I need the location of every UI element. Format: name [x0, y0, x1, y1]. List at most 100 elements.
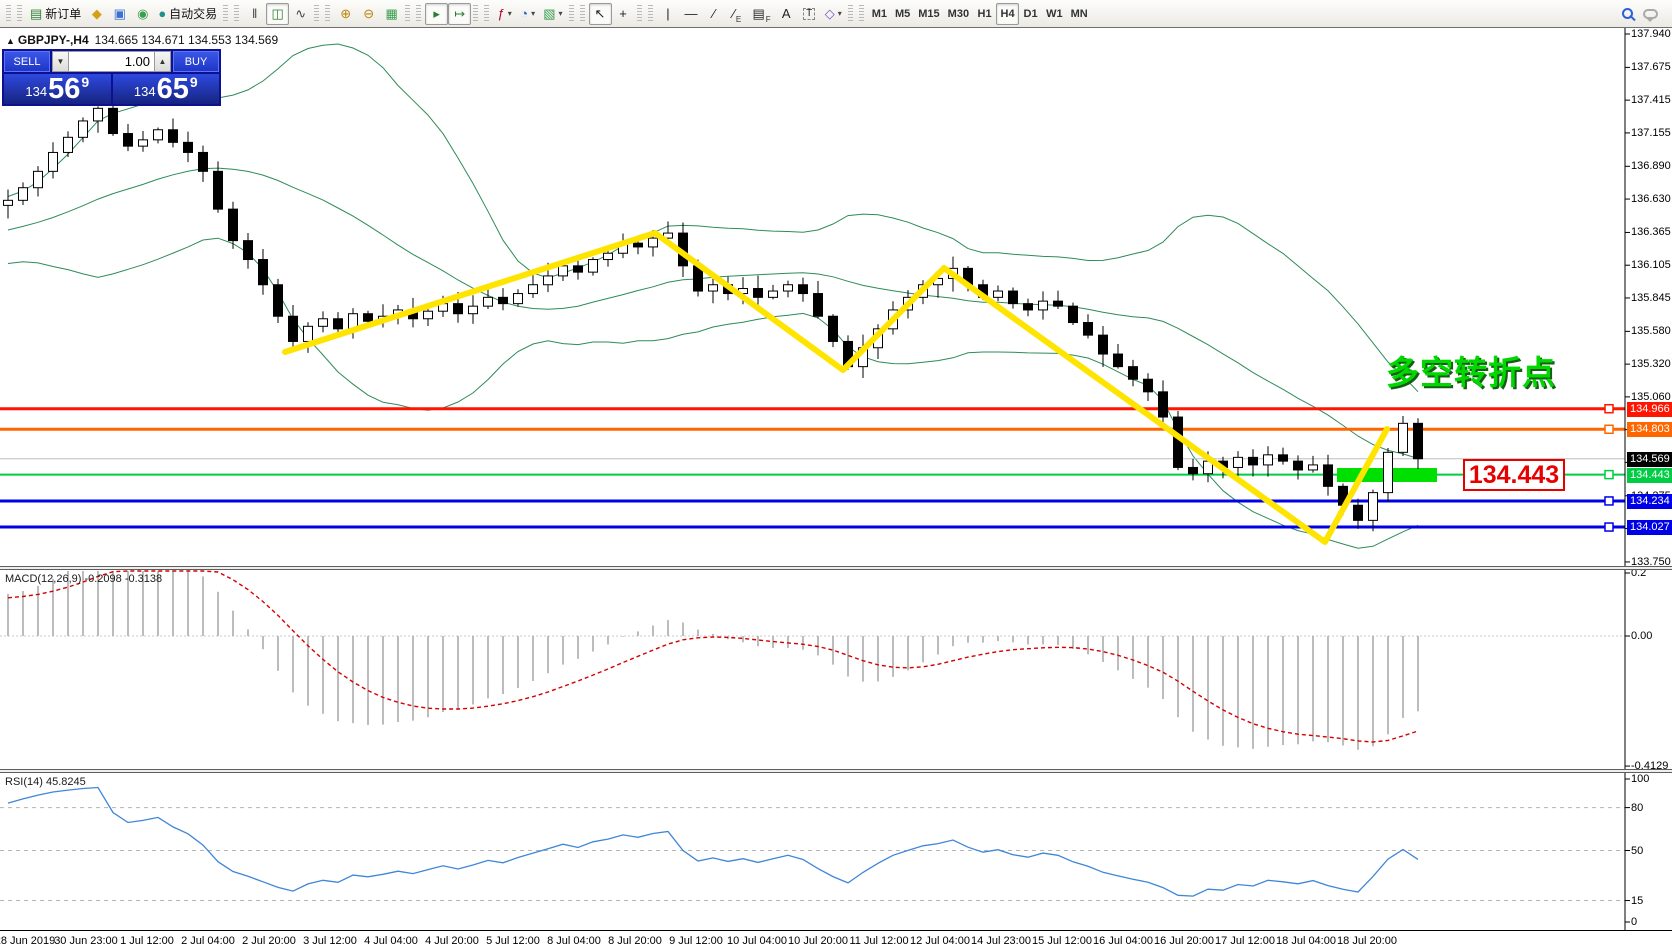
chart-shift-button[interactable]: ↦: [448, 2, 472, 25]
buy-button[interactable]: BUY: [173, 51, 219, 72]
toolbar-grip: [223, 4, 229, 23]
crosshair-button[interactable]: +: [612, 3, 635, 25]
ohlc-values: 134.665 134.671 134.553 134.569: [94, 33, 279, 47]
tf-w1-label: W1: [1046, 7, 1063, 20]
search-icon[interactable]: [1622, 8, 1633, 19]
tf-mn[interactable]: MN: [1067, 3, 1092, 25]
channel-button[interactable]: ∕ E: [726, 3, 749, 25]
text-button[interactable]: A: [775, 3, 798, 25]
sell-button[interactable]: SELL: [4, 51, 50, 72]
rsi-label: RSI(14) 45.8245: [5, 776, 86, 788]
macd-axis-tick: 0.2: [1631, 567, 1647, 579]
price-axis-tick: 137.940: [1631, 28, 1671, 40]
lot-down-button[interactable]: ▼: [52, 51, 69, 72]
fibonacci-button[interactable]: ▤ F: [749, 3, 775, 25]
sell-price-big-figure: 134: [25, 84, 48, 99]
ohlc-toggle-icon[interactable]: ▲: [6, 36, 15, 46]
time-axis[interactable]: 28 Jun 2019 30 Jun 23:00 1 Jul 12:00 2 Jul …: [0, 930, 1672, 951]
pane-splitter-rsi[interactable]: [0, 769, 1672, 773]
sell-price-point: 9: [81, 74, 90, 90]
horizontal-line-button[interactable]: —: [680, 3, 703, 25]
time-axis-label: 30 Jun 23:00: [54, 935, 118, 947]
gallery-button[interactable]: ◆: [85, 3, 108, 25]
price-label-134.027: 134.027: [1627, 520, 1672, 536]
auto-scroll-button[interactable]: ▸: [425, 2, 449, 25]
rsi-axis-tick: 80: [1631, 801, 1644, 814]
macd-label: MACD(12,26,9) -0.2098 -0.3138: [5, 573, 163, 585]
time-axis-label: 16 Jul 04:00: [1093, 935, 1153, 947]
line-chart-icon: ∿: [295, 6, 307, 21]
sell-price[interactable]: 134 56 9: [4, 74, 111, 104]
toolbar-grip: [6, 4, 11, 23]
label-button[interactable]: T: [798, 3, 821, 25]
ohlc-bars-button[interactable]: ‖: [243, 3, 266, 25]
tf-h4-label: H4: [1000, 7, 1015, 20]
auto-trading-button-label: 自动交易: [169, 7, 218, 21]
price-axis-tick: 137.415: [1631, 94, 1671, 107]
toolbar-group-scroll: ▸ ↦: [425, 0, 472, 27]
dropdown-caret-icon[interactable]: ▾: [531, 9, 536, 18]
new-order-button-label: 新订单: [45, 7, 82, 21]
macd-signal-line: [7, 570, 1419, 743]
trendline-button[interactable]: ∕: [703, 3, 726, 25]
price-axis-tick: 135.845: [1631, 291, 1671, 304]
buy-price[interactable]: 134 65 9: [112, 74, 219, 104]
tf-d1-label: D1: [1023, 7, 1038, 20]
tf-m15[interactable]: M15: [914, 3, 943, 25]
price-axis-tick: 136.105: [1631, 259, 1671, 272]
tf-d1[interactable]: D1: [1019, 3, 1042, 25]
channel-icon: ∕: [732, 6, 735, 21]
auto-trading-icon: ●: [158, 6, 167, 21]
dropdown-caret-icon[interactable]: ▾: [837, 9, 842, 18]
tile-windows-button[interactable]: ▦: [380, 3, 403, 25]
profiles-button[interactable]: ▣: [108, 3, 131, 25]
zoom-out-button[interactable]: ⊖: [357, 3, 380, 25]
price-axis-tick: 136.630: [1631, 193, 1671, 206]
crosshair-icon: +: [619, 6, 627, 21]
lot-size-input[interactable]: [69, 51, 154, 72]
tile-windows-icon: ▦: [385, 6, 398, 21]
cursor-button[interactable]: ↖: [588, 2, 612, 25]
toolbar-grip: [636, 4, 642, 23]
tf-m30[interactable]: M30: [944, 3, 973, 25]
toolbar-group-trade: ▤ 新订单 ◆ ▣ ◉ ● 自动交易: [26, 0, 221, 27]
periods-button[interactable]: ◔ ▾: [516, 3, 539, 25]
time-axis-label: 12 Jul 04:00: [910, 935, 970, 947]
rsi-axis-tick: 100: [1631, 773, 1650, 785]
turning-point-annotation[interactable]: 多空转折点: [1386, 354, 1556, 391]
signals-button[interactable]: ◉: [131, 3, 154, 25]
tf-m1[interactable]: M1: [868, 3, 891, 25]
indicators-button[interactable]: ƒ ▾: [493, 3, 516, 25]
candlestick-button[interactable]: ◫: [266, 2, 290, 25]
arrows-button[interactable]: ◇ ▾: [821, 3, 846, 25]
ohlc-bars-icon: ‖: [252, 6, 258, 21]
tf-h4[interactable]: H4: [996, 2, 1020, 25]
tf-w1[interactable]: W1: [1042, 3, 1067, 25]
vertical-line-icon: |: [666, 6, 670, 21]
templates-button[interactable]: ▧ ▾: [539, 3, 566, 25]
templates-icon: ▧: [543, 6, 556, 21]
vertical-line-button[interactable]: |: [657, 3, 680, 25]
zoom-in-button[interactable]: ⊕: [334, 3, 357, 25]
time-axis-label: 4 Jul 04:00: [364, 935, 418, 947]
price-axis-tick: 133.750: [1631, 555, 1671, 568]
price-callout-box[interactable]: 134.443: [1463, 459, 1565, 491]
rsi-axis-tick: 50: [1631, 844, 1644, 857]
profiles-icon: ▣: [113, 6, 126, 21]
dropdown-caret-icon[interactable]: ▾: [558, 9, 563, 18]
chat-icon[interactable]: [1643, 8, 1658, 22]
tf-h1[interactable]: H1: [973, 3, 996, 25]
pane-splitter-macd[interactable]: [0, 566, 1672, 570]
tf-m5[interactable]: M5: [891, 3, 914, 25]
dropdown-caret-icon[interactable]: ▾: [507, 9, 512, 18]
tf-mn-label: MN: [1070, 7, 1088, 20]
yellow-zigzag: [282, 230, 1390, 545]
time-axis-label: 8 Jul 04:00: [547, 935, 601, 947]
auto-trading-button[interactable]: ● 自动交易: [154, 3, 221, 25]
line-chart-button[interactable]: ∿: [289, 3, 312, 25]
lot-up-button[interactable]: ▲: [154, 51, 171, 72]
arrows-icon: ◇: [824, 6, 835, 21]
new-order-button[interactable]: ▤ 新订单: [26, 3, 85, 25]
toolbar-group-timeframes: M1 M5 M15 M30 H1 H4 D1 W1 MN: [868, 0, 1092, 27]
